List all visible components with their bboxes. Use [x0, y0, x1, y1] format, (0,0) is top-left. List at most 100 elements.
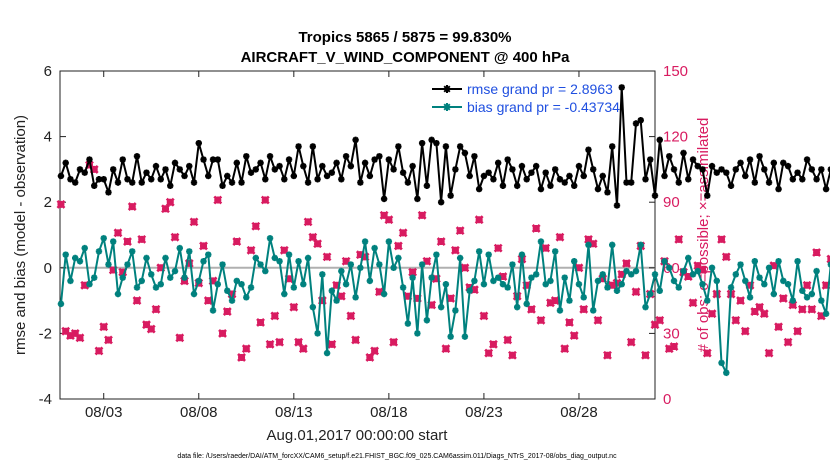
rmse-point	[100, 176, 107, 183]
bias-point	[494, 274, 502, 281]
rmse-point	[818, 166, 825, 173]
obs-assimilated-marker	[717, 234, 726, 244]
obs-assimilated-marker	[683, 272, 693, 281]
bias-point	[309, 303, 317, 311]
obs-assimilated-marker	[298, 344, 308, 354]
bias-point	[86, 281, 93, 288]
obs-assimilated-marker	[588, 239, 598, 249]
bias-point	[561, 274, 568, 281]
bias-point	[803, 294, 811, 301]
obs-assimilated-marker	[80, 280, 90, 290]
bias-point	[490, 277, 497, 285]
rmse-point	[124, 176, 131, 183]
rmse-point	[233, 159, 240, 167]
bias-point	[366, 277, 374, 285]
rmse-point	[689, 156, 697, 163]
rmse-point	[95, 176, 103, 183]
obs-assimilated-marker	[584, 234, 593, 244]
obs-assimilated-marker	[336, 291, 346, 301]
bias-point	[276, 258, 283, 265]
rmse-point	[418, 139, 426, 147]
obs-assimilated-marker	[142, 320, 151, 330]
rmse-point	[228, 179, 236, 186]
x-tick-label: 08/23	[465, 404, 503, 421]
obs-assimilated-marker	[61, 326, 71, 336]
bias-point	[737, 261, 744, 268]
rmse-point	[780, 159, 787, 167]
rmse-point	[72, 179, 79, 186]
obs-assimilated-marker	[180, 276, 189, 286]
rmse-point	[590, 166, 597, 173]
legend-bias-label: bias grand pr = -0.43734	[467, 99, 620, 115]
rmse-point	[461, 149, 469, 157]
rmse-point	[129, 179, 136, 186]
rmse-point	[328, 169, 336, 176]
bias-point	[342, 281, 350, 288]
rmse-point	[181, 172, 188, 180]
legend-rmse-label: rmse grand pr = 2.8963	[467, 81, 613, 97]
obs-assimilated-marker	[132, 296, 142, 306]
bias-point	[209, 307, 217, 314]
rmse-point	[114, 179, 122, 186]
rmse-point	[613, 202, 621, 209]
obs-assimilated-marker	[474, 215, 484, 225]
obs-assimilated-marker	[289, 302, 299, 312]
obs-assimilated-marker	[118, 267, 128, 277]
rmse-point	[718, 166, 725, 173]
bias-point	[257, 261, 264, 268]
rmse-point	[428, 136, 435, 144]
bias-point	[699, 281, 706, 288]
obs-assimilated-marker	[270, 311, 280, 321]
bias-point	[566, 297, 573, 304]
obs-assimilated-marker	[450, 245, 460, 255]
obs-assimilated-marker	[641, 350, 650, 360]
plot-area	[59, 70, 656, 400]
bias-point	[105, 261, 112, 268]
chart-title: Tropics 5865 / 5875 = 99.830%	[298, 29, 511, 46]
bias-point	[190, 290, 198, 298]
obs-assimilated-marker	[327, 339, 337, 349]
rmse-point	[737, 159, 744, 167]
bias-point	[333, 297, 340, 304]
obs-assimilated-marker	[189, 217, 199, 227]
rmse-point	[266, 153, 274, 160]
rmse-point	[723, 169, 730, 176]
obs-assimilated-marker	[574, 263, 584, 273]
obs-assimilated-marker	[370, 346, 380, 356]
obs-assimilated-marker	[203, 296, 213, 306]
bias-point	[395, 254, 402, 262]
bias-point	[532, 271, 540, 278]
legend: rmse grand pr = 2.8963 bias grand pr = -…	[432, 81, 620, 115]
rmse-point	[552, 166, 559, 173]
rmse-point	[62, 159, 69, 167]
x-tick-label: 08/28	[560, 404, 598, 421]
rmse-point	[171, 159, 179, 167]
rmse-point	[262, 176, 269, 183]
bias-point	[205, 251, 212, 258]
rmse-point	[509, 166, 516, 173]
bias-point	[599, 271, 606, 278]
obs-assimilated-marker	[745, 280, 755, 290]
obs-assimilated-marker	[313, 239, 322, 249]
obs-assimilated-marker	[146, 324, 156, 334]
bias-point	[376, 261, 383, 268]
obs-assimilated-marker	[721, 252, 731, 262]
rmse-point	[243, 153, 250, 160]
bias-point	[822, 310, 830, 317]
y-right-tick-label: 30	[663, 325, 680, 342]
rmse-point	[566, 172, 573, 180]
rmse-point	[537, 185, 545, 193]
rmse-point	[556, 176, 564, 183]
rmse-point	[338, 176, 345, 183]
bias-point	[689, 271, 697, 278]
rmse-point	[300, 162, 307, 170]
obs-assimilated-marker	[351, 335, 361, 345]
bias-point	[504, 284, 511, 291]
x-axis-label: Aug.01,2017 00:00:00 start	[267, 427, 449, 444]
obs-assimilated-marker	[460, 263, 470, 273]
obs-assimilated-marker	[199, 241, 208, 251]
bias-point	[224, 287, 231, 294]
rmse-point	[542, 169, 549, 176]
obs-assimilated-marker	[56, 199, 66, 209]
rmse-point	[304, 179, 312, 186]
